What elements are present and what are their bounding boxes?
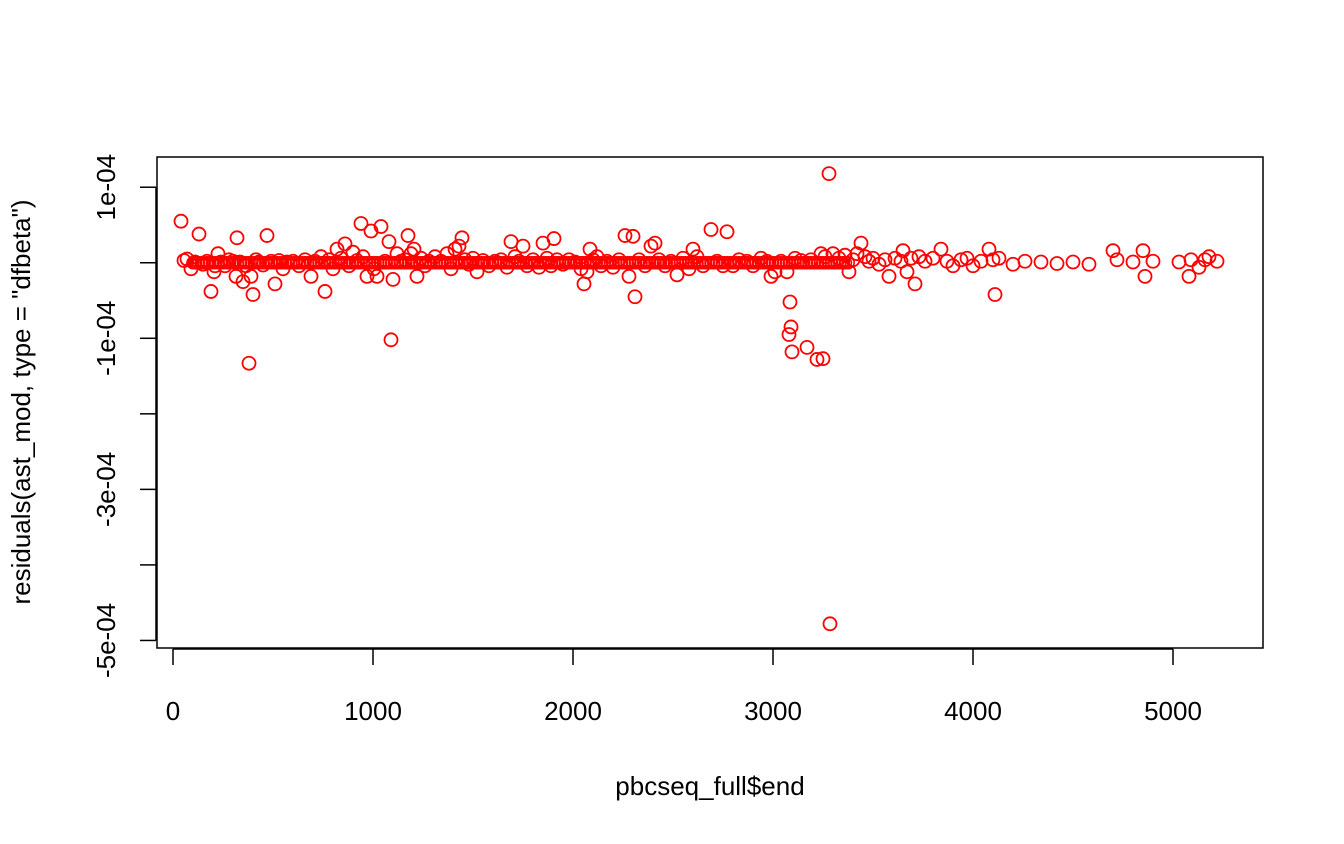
data-point bbox=[1135, 243, 1151, 259]
data-point bbox=[647, 235, 663, 251]
y-tick-label: -3e-04 bbox=[91, 452, 121, 527]
data-point bbox=[953, 252, 969, 268]
x-tick-label: 2000 bbox=[544, 696, 602, 726]
data-point bbox=[1145, 253, 1161, 269]
data-point bbox=[241, 355, 257, 371]
data-point bbox=[381, 234, 397, 250]
y-tick-label: -1e-04 bbox=[91, 301, 121, 376]
x-tick-label: 4000 bbox=[944, 696, 1002, 726]
data-point bbox=[451, 238, 467, 254]
data-point bbox=[784, 344, 800, 360]
data-point bbox=[809, 352, 825, 367]
data-point bbox=[783, 319, 799, 335]
data-point bbox=[267, 276, 283, 292]
data-point bbox=[799, 339, 815, 355]
data-point bbox=[447, 241, 463, 257]
data-point bbox=[857, 249, 873, 265]
x-tick-label: 1000 bbox=[344, 696, 402, 726]
y-axis: -5e-04 -3e-04 -1e-04 1e-04 bbox=[91, 154, 157, 678]
data-point bbox=[782, 294, 798, 310]
data-point bbox=[965, 258, 981, 274]
data-point bbox=[822, 616, 838, 632]
data-point bbox=[987, 287, 1003, 302]
data-point bbox=[925, 250, 941, 266]
data-point bbox=[703, 222, 719, 237]
data-point bbox=[337, 236, 353, 252]
x-tick-label: 3000 bbox=[744, 696, 802, 726]
data-point bbox=[317, 284, 333, 299]
data-point bbox=[821, 166, 837, 182]
data-point bbox=[861, 253, 877, 269]
y-tick-label: -5e-04 bbox=[91, 603, 121, 678]
data-point bbox=[991, 250, 1007, 266]
data-point bbox=[899, 264, 915, 280]
data-point bbox=[1017, 253, 1033, 269]
data-point bbox=[643, 238, 659, 254]
data-point bbox=[1109, 252, 1125, 268]
data-point bbox=[625, 228, 641, 244]
data-point bbox=[515, 238, 531, 254]
y-axis-title: residuals(ast_mod, type = "dfbeta") bbox=[6, 199, 36, 604]
data-point bbox=[763, 268, 779, 284]
data-point bbox=[1049, 256, 1065, 271]
data-point bbox=[1181, 268, 1197, 284]
data-point bbox=[369, 268, 385, 284]
data-point bbox=[1125, 254, 1141, 270]
band-point bbox=[841, 255, 856, 270]
x-tick-label: 5000 bbox=[1144, 696, 1202, 726]
data-point bbox=[454, 230, 470, 246]
data-point bbox=[353, 216, 369, 231]
data-point bbox=[409, 268, 425, 284]
plot-frame bbox=[156, 156, 1264, 649]
dense-point-band bbox=[186, 255, 856, 270]
data-point bbox=[1209, 253, 1225, 269]
data-point bbox=[1081, 256, 1097, 272]
data-point bbox=[621, 268, 637, 284]
data-point bbox=[1033, 254, 1049, 270]
data-point bbox=[385, 271, 401, 287]
data-point bbox=[400, 228, 416, 243]
data-point bbox=[903, 250, 919, 266]
data-point bbox=[303, 268, 319, 284]
data-point bbox=[781, 327, 797, 342]
data-point bbox=[383, 332, 399, 348]
data-point bbox=[1183, 252, 1199, 268]
data-point bbox=[877, 252, 893, 268]
data-point bbox=[853, 235, 869, 251]
data-point bbox=[373, 219, 389, 234]
data-point bbox=[203, 284, 219, 299]
y-tick-label: 1e-04 bbox=[91, 154, 121, 221]
data-point bbox=[617, 228, 633, 243]
x-axis: 0 1000 2000 3000 4000 5000 bbox=[166, 648, 1202, 726]
data-point bbox=[1137, 268, 1153, 284]
data-point bbox=[907, 276, 923, 292]
data-point bbox=[815, 351, 831, 367]
data-point bbox=[917, 253, 933, 269]
data-point bbox=[933, 241, 949, 257]
data-point bbox=[1065, 254, 1081, 270]
data-point bbox=[191, 226, 207, 242]
data-point bbox=[627, 289, 643, 305]
data-point bbox=[895, 243, 911, 259]
data-point bbox=[406, 241, 422, 257]
data-point bbox=[229, 230, 245, 246]
data-point bbox=[259, 228, 275, 243]
data-point bbox=[235, 274, 251, 290]
x-axis-title: pbcseq_full$end bbox=[615, 771, 804, 801]
data-point bbox=[881, 268, 897, 284]
data-point bbox=[329, 241, 345, 257]
x-tick-label: 0 bbox=[166, 696, 180, 726]
data-point bbox=[173, 213, 189, 229]
data-point bbox=[1105, 243, 1121, 259]
data-point bbox=[985, 252, 1001, 268]
data-point bbox=[546, 231, 562, 246]
data-point bbox=[245, 287, 261, 302]
data-point bbox=[685, 241, 701, 257]
data-point bbox=[243, 268, 259, 284]
data-point bbox=[1201, 249, 1217, 265]
data-point bbox=[719, 224, 735, 240]
